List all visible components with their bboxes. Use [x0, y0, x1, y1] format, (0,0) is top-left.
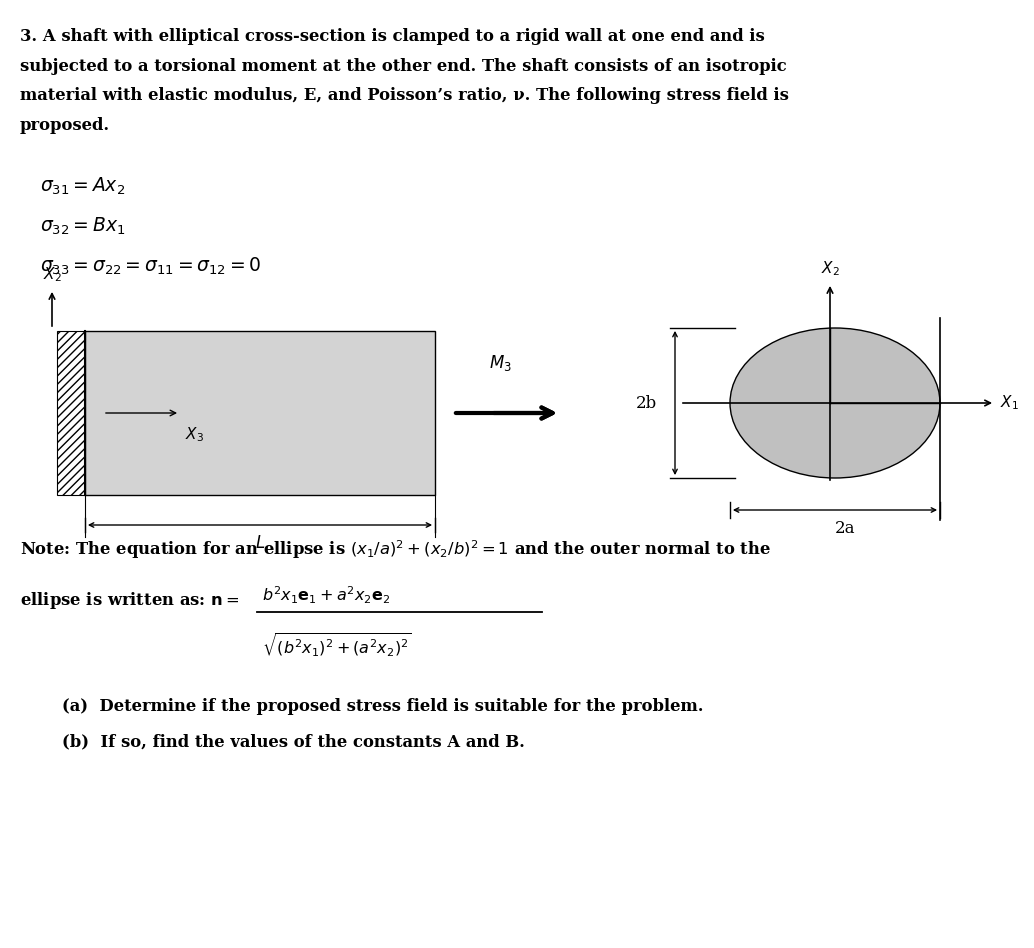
Text: Note: The equation for an ellipse is $(x_1/a)^2+(x_2/b)^2=1$ and the outer norma: Note: The equation for an ellipse is $(x… — [20, 538, 771, 560]
Text: $X_3$: $X_3$ — [185, 425, 204, 444]
Text: 2b: 2b — [636, 394, 657, 411]
Text: $b^2x_1\mathbf{e}_1 + a^2x_2\mathbf{e}_2$: $b^2x_1\mathbf{e}_1 + a^2x_2\mathbf{e}_2… — [262, 585, 390, 607]
Text: (b)  If so, find the values of the constants A and B.: (b) If so, find the values of the consta… — [62, 733, 525, 750]
Text: $X_1$: $X_1$ — [1000, 393, 1018, 412]
Text: $X_2$: $X_2$ — [42, 265, 61, 284]
Text: $M_3$: $M_3$ — [489, 353, 512, 373]
Bar — [85, 331, 435, 495]
Text: $X_2$: $X_2$ — [821, 260, 840, 278]
Ellipse shape — [730, 328, 940, 478]
Text: ellipse is written as: $\mathbf{n} =$: ellipse is written as: $\mathbf{n} =$ — [20, 590, 240, 611]
Text: (a)  Determine if the proposed stress field is suitable for the problem.: (a) Determine if the proposed stress fie… — [62, 698, 703, 715]
Bar — [57, 331, 85, 495]
Text: $\sigma_{31} = Ax_2$: $\sigma_{31} = Ax_2$ — [40, 176, 125, 197]
Text: $\sigma_{33} = \sigma_{22} = \sigma_{11} = \sigma_{12} = 0$: $\sigma_{33} = \sigma_{22} = \sigma_{11}… — [40, 256, 262, 278]
Text: 3. A shaft with elliptical cross-section is clamped to a rigid wall at one end a: 3. A shaft with elliptical cross-section… — [20, 28, 765, 45]
Text: material with elastic modulus, E, and Poisson’s ratio, ν. The following stress f: material with elastic modulus, E, and Po… — [20, 87, 789, 104]
Text: 2a: 2a — [834, 520, 855, 537]
Text: proposed.: proposed. — [20, 117, 111, 134]
Text: subjected to a torsional moment at the other end. The shaft consists of an isotr: subjected to a torsional moment at the o… — [20, 58, 787, 75]
Text: $\sigma_{32} = Bx_1$: $\sigma_{32} = Bx_1$ — [40, 216, 125, 237]
Text: $\sqrt{(b^2x_1)^2+(a^2x_2)^2}$: $\sqrt{(b^2x_1)^2+(a^2x_2)^2}$ — [262, 632, 412, 659]
Text: $L$: $L$ — [254, 535, 265, 552]
